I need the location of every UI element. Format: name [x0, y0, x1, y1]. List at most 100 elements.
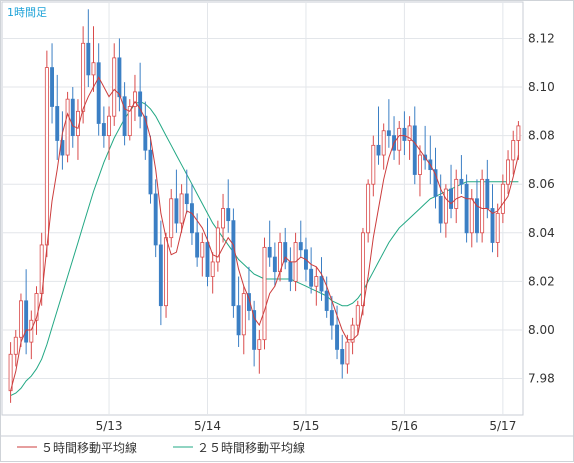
candle-up — [407, 125, 412, 141]
y-tick-label: 7.98 — [528, 372, 555, 386]
y-tick-label: 8.02 — [528, 274, 555, 288]
candle-up — [221, 208, 225, 229]
candle-down — [55, 106, 60, 141]
candle-up — [350, 324, 355, 343]
candle-down — [195, 232, 200, 258]
candle-down — [319, 276, 324, 292]
candle-up — [506, 159, 510, 185]
x-tick-label: 5/14 — [194, 419, 221, 433]
candle-up — [469, 198, 474, 234]
candle-up — [8, 353, 13, 392]
legend-ma25-label: ２５時間移動平均線 — [197, 440, 305, 455]
candle-down — [386, 130, 391, 137]
candle-up — [241, 293, 246, 336]
candle-up — [164, 237, 168, 307]
candle-up — [500, 183, 505, 214]
ma5-series-line — [10, 76, 519, 391]
candle-up — [81, 42, 86, 112]
candle-up — [355, 305, 360, 326]
candle-up — [495, 212, 500, 243]
candle-up — [215, 227, 220, 263]
candle-up — [18, 300, 23, 338]
candle-down — [335, 324, 339, 350]
candle-down — [174, 198, 179, 224]
candle-up — [169, 198, 174, 239]
candle-down — [252, 310, 257, 350]
candle-down — [117, 57, 122, 98]
candle-up — [262, 246, 267, 341]
candle-down — [376, 144, 381, 156]
candle-up — [480, 178, 485, 234]
candle-down — [153, 193, 158, 246]
candle-down — [433, 169, 438, 197]
legend-ma5-label: ５時間移動平均線 — [41, 440, 137, 455]
candle-up — [34, 293, 39, 321]
candle-down — [184, 193, 189, 205]
candle-down — [329, 310, 334, 326]
x-tick-label: 5/17 — [489, 419, 516, 433]
y-tick-label: 8.08 — [528, 129, 555, 143]
candle-down — [96, 62, 101, 124]
candle-down — [122, 96, 127, 137]
candle-down — [138, 91, 143, 117]
candle-up — [91, 62, 96, 76]
candle-down — [272, 256, 277, 273]
candle-down — [412, 125, 417, 175]
candle-down — [490, 208, 495, 243]
y-tick-label: 8.10 — [528, 80, 555, 94]
candle-down — [189, 203, 194, 234]
candle-up — [257, 339, 262, 350]
candle-down — [70, 98, 75, 137]
candle-up — [200, 242, 205, 258]
candle-up — [360, 232, 365, 307]
candle-up — [366, 183, 371, 234]
candle-down — [60, 140, 65, 156]
candle-down — [340, 349, 345, 365]
candle-up — [112, 57, 117, 117]
candle-up — [345, 341, 350, 365]
candle-up — [397, 127, 402, 151]
candle-down — [236, 305, 241, 336]
candle-down — [143, 115, 148, 151]
candle-down — [474, 198, 479, 234]
candle-up — [29, 319, 34, 343]
candle-up — [210, 261, 215, 277]
candle-up — [314, 276, 319, 287]
candle-down — [226, 208, 231, 222]
candle-down — [101, 123, 106, 137]
candle-down — [464, 183, 469, 234]
candle-down — [231, 220, 236, 307]
chart-legend: ５時間移動平均線 ２５時間移動平均線 — [17, 440, 305, 455]
candle-down — [24, 300, 29, 343]
candle-down — [158, 244, 163, 307]
candle-up — [443, 188, 448, 224]
y-tick-label: 8.06 — [528, 177, 555, 191]
candle-up — [179, 193, 184, 224]
candle-up — [511, 140, 516, 161]
chart-title: 1時間足 — [7, 6, 47, 19]
x-tick-label: 5/16 — [391, 419, 418, 433]
candle-up — [127, 106, 132, 137]
candle-up — [107, 115, 111, 137]
candle-down — [459, 178, 464, 185]
candle-down — [438, 195, 443, 224]
candle-down — [50, 67, 55, 107]
candle-up — [381, 130, 386, 156]
candle-down — [402, 127, 407, 141]
x-tick-label: 5/13 — [96, 419, 123, 433]
candle-down — [298, 242, 303, 251]
candle-down — [449, 188, 453, 209]
plot-area — [1, 1, 524, 416]
candle-down — [309, 268, 314, 287]
candle-up — [65, 98, 70, 156]
candle-down — [485, 178, 490, 209]
candle-down — [86, 42, 91, 76]
candle-down — [324, 290, 329, 311]
candle-up — [516, 125, 521, 141]
candle-down — [288, 261, 293, 282]
candle-up — [13, 336, 18, 355]
y-tick-label: 8.12 — [528, 31, 555, 45]
y-tick-label: 8.04 — [528, 226, 555, 240]
